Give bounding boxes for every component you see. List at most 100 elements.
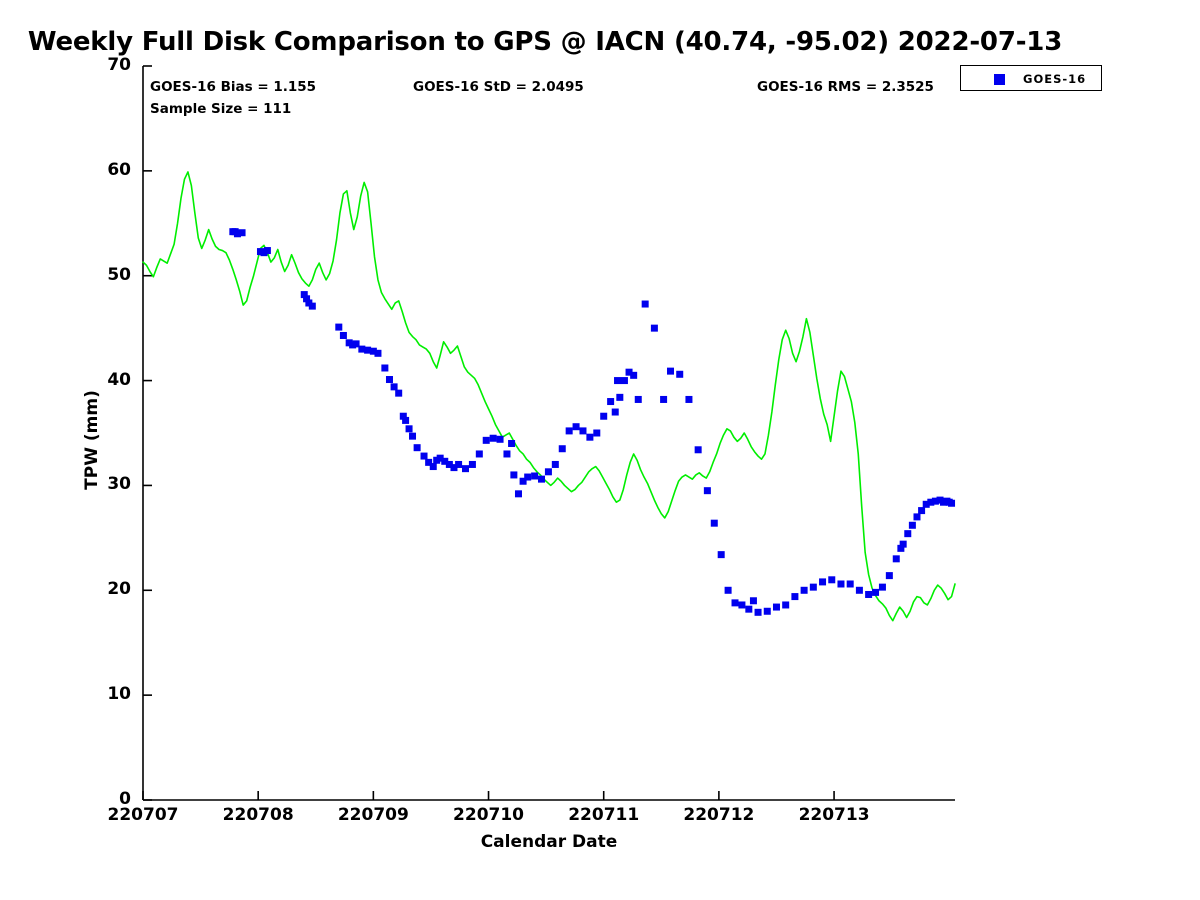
data-point-marker: [441, 457, 449, 465]
y-tick-label-text: 0: [119, 789, 131, 809]
data-point-marker: [865, 590, 873, 598]
data-point-marker: [374, 349, 382, 357]
data-point-marker: [551, 460, 559, 468]
data-point-marker: [607, 398, 615, 406]
data-point-marker: [625, 368, 633, 376]
data-point-marker: [519, 477, 527, 485]
data-point-marker: [616, 393, 624, 401]
stat-sample-size: Sample Size = 111: [150, 101, 292, 117]
data-point-marker: [300, 291, 308, 299]
data-point-marker: [395, 389, 403, 397]
data-point-marker: [641, 300, 649, 308]
data-point-marker: [385, 376, 393, 384]
data-point-marker: [738, 601, 746, 609]
data-point-marker: [390, 383, 398, 391]
y-tick-label: 40: [81, 370, 131, 390]
data-point-marker: [405, 425, 413, 433]
data-point-marker: [724, 586, 732, 594]
series-line-gps: [142, 171, 956, 622]
data-point-marker: [238, 229, 246, 237]
y-tick-label-text: 30: [107, 474, 131, 495]
data-point-marker: [791, 593, 799, 601]
data-point-marker: [409, 432, 417, 440]
y-tick-label-text: 70: [107, 55, 131, 75]
data-point-marker: [468, 460, 476, 468]
data-point-marker: [496, 435, 504, 443]
stat-std: GOES-16 StD = 2.0495: [413, 79, 584, 95]
data-point-marker: [819, 578, 827, 586]
y-tick-label: 10: [81, 684, 131, 704]
data-point-marker: [445, 460, 453, 468]
data-point-marker: [892, 555, 900, 563]
x-tick-label: 220707: [107, 805, 179, 825]
stat-rms: GOES-16 RMS = 2.3525: [757, 79, 934, 95]
y-tick-label: 50: [81, 265, 131, 285]
data-point-marker: [381, 364, 389, 372]
data-point-marker: [436, 454, 444, 462]
data-point-marker: [339, 331, 347, 339]
data-point-marker: [335, 323, 343, 331]
data-point-marker: [455, 460, 463, 468]
data-point-marker: [303, 295, 311, 303]
data-point-marker: [927, 498, 935, 506]
data-point-marker: [828, 576, 836, 584]
data-point-marker: [482, 436, 490, 444]
data-point-marker: [745, 605, 753, 613]
data-point-marker: [514, 490, 522, 498]
data-point-marker: [846, 580, 854, 588]
y-tick-label: 30: [81, 474, 131, 494]
x-axis-label: Calendar Date: [480, 832, 618, 852]
x-tick-label: 220713: [798, 805, 870, 825]
data-point-marker: [429, 463, 437, 471]
data-point-marker: [763, 607, 771, 615]
data-point-marker: [620, 377, 628, 385]
data-point-marker: [263, 247, 271, 255]
data-point-marker: [685, 395, 693, 403]
y-tick-label-text: 10: [107, 684, 131, 705]
x-tick-label: 220711: [568, 805, 640, 825]
data-point-marker: [308, 302, 316, 310]
data-point-marker: [931, 497, 939, 505]
data-point-marker: [586, 433, 594, 441]
data-point-marker: [572, 423, 580, 431]
data-point-marker: [809, 583, 817, 591]
data-point-marker: [694, 446, 702, 454]
data-point-marker: [731, 599, 739, 607]
data-point-marker: [908, 521, 916, 529]
data-point-marker: [855, 586, 863, 594]
y-tick-label: 70: [81, 55, 131, 75]
data-point-marker: [475, 450, 483, 458]
data-point-marker: [510, 471, 518, 479]
data-point-marker: [660, 395, 668, 403]
data-point-marker: [913, 513, 921, 521]
data-point-marker: [710, 519, 718, 527]
y-tick-label-text: 60: [107, 159, 131, 180]
stat-bias: GOES-16 Bias = 1.155: [150, 79, 317, 95]
data-point-marker: [703, 487, 711, 495]
data-point-marker: [538, 475, 546, 483]
data-point-marker: [872, 588, 880, 596]
x-tick-label: 220708: [222, 805, 294, 825]
data-point-marker: [503, 450, 511, 458]
data-point-marker: [717, 551, 725, 559]
data-point-marker: [800, 586, 808, 594]
data-point-marker: [611, 408, 619, 416]
data-point-marker: [837, 580, 845, 588]
data-point-marker: [364, 346, 372, 354]
data-point-marker: [772, 603, 780, 611]
x-tick-label: 220710: [453, 805, 525, 825]
data-point-marker: [667, 367, 675, 375]
legend: GOES-16: [960, 65, 1102, 91]
series-scatter-goes16: [229, 228, 956, 616]
data-point-marker: [614, 377, 622, 385]
data-point-marker: [749, 597, 757, 605]
data-point-marker: [885, 572, 893, 580]
legend-marker-goes16: [994, 74, 1005, 85]
data-point-marker: [544, 468, 552, 476]
page-title: Weekly Full Disk Comparison to GPS @ IAC…: [27, 27, 1063, 57]
data-point-marker: [634, 395, 642, 403]
data-point-marker: [369, 347, 377, 355]
data-point-marker: [420, 452, 428, 460]
